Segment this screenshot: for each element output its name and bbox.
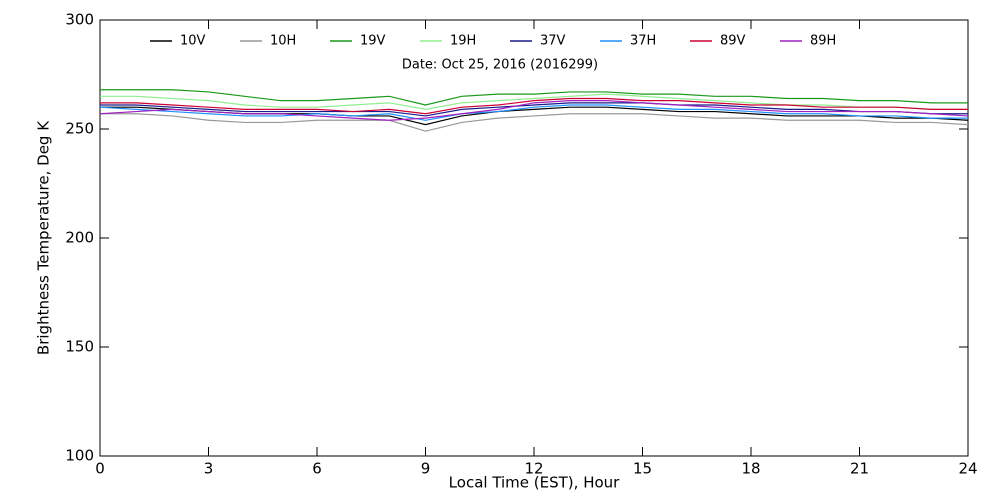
- y-tick-label: 150: [65, 338, 94, 356]
- series-line: [100, 97, 968, 115]
- plot-frame: [99, 19, 969, 457]
- legend-label: 37V: [540, 34, 566, 49]
- legend-label: 37H: [630, 34, 656, 49]
- y-tick-label: 300: [65, 11, 94, 29]
- y-tick-label: 200: [65, 229, 94, 247]
- x-axis-label: Local Time (EST), Hour: [449, 474, 620, 492]
- x-tick-label: 12: [524, 460, 543, 478]
- series-line: [100, 93, 968, 110]
- y-tick-label: 100: [65, 447, 94, 465]
- series-line: [100, 89, 968, 106]
- x-tick-label: 15: [633, 460, 652, 478]
- series-line: [99, 104, 968, 121]
- y-axis-label: Brightness Temperature, Deg K: [35, 120, 53, 355]
- legend-label: 10V: [180, 34, 206, 49]
- x-tick-label: 24: [958, 460, 977, 478]
- series-line: [100, 102, 968, 117]
- x-tick-label: 18: [741, 460, 760, 478]
- legend-label: 19H: [450, 34, 476, 49]
- legend-label: 10H: [270, 34, 296, 49]
- x-tick-label: 6: [312, 460, 322, 478]
- legend-label: 89H: [810, 34, 836, 49]
- legend-label: 89V: [720, 34, 746, 49]
- y-tick-label: 250: [65, 120, 94, 138]
- x-tick-label: 9: [421, 460, 431, 478]
- series-line: [99, 100, 969, 121]
- x-tick-label: 21: [850, 460, 869, 478]
- legend-label: 19V: [360, 34, 386, 49]
- x-tick-label: 3: [204, 460, 214, 478]
- series-line: [100, 113, 969, 132]
- date-annotation: Date: Oct 25, 2016 (2016299): [402, 58, 598, 73]
- x-tick-label: 0: [95, 460, 105, 478]
